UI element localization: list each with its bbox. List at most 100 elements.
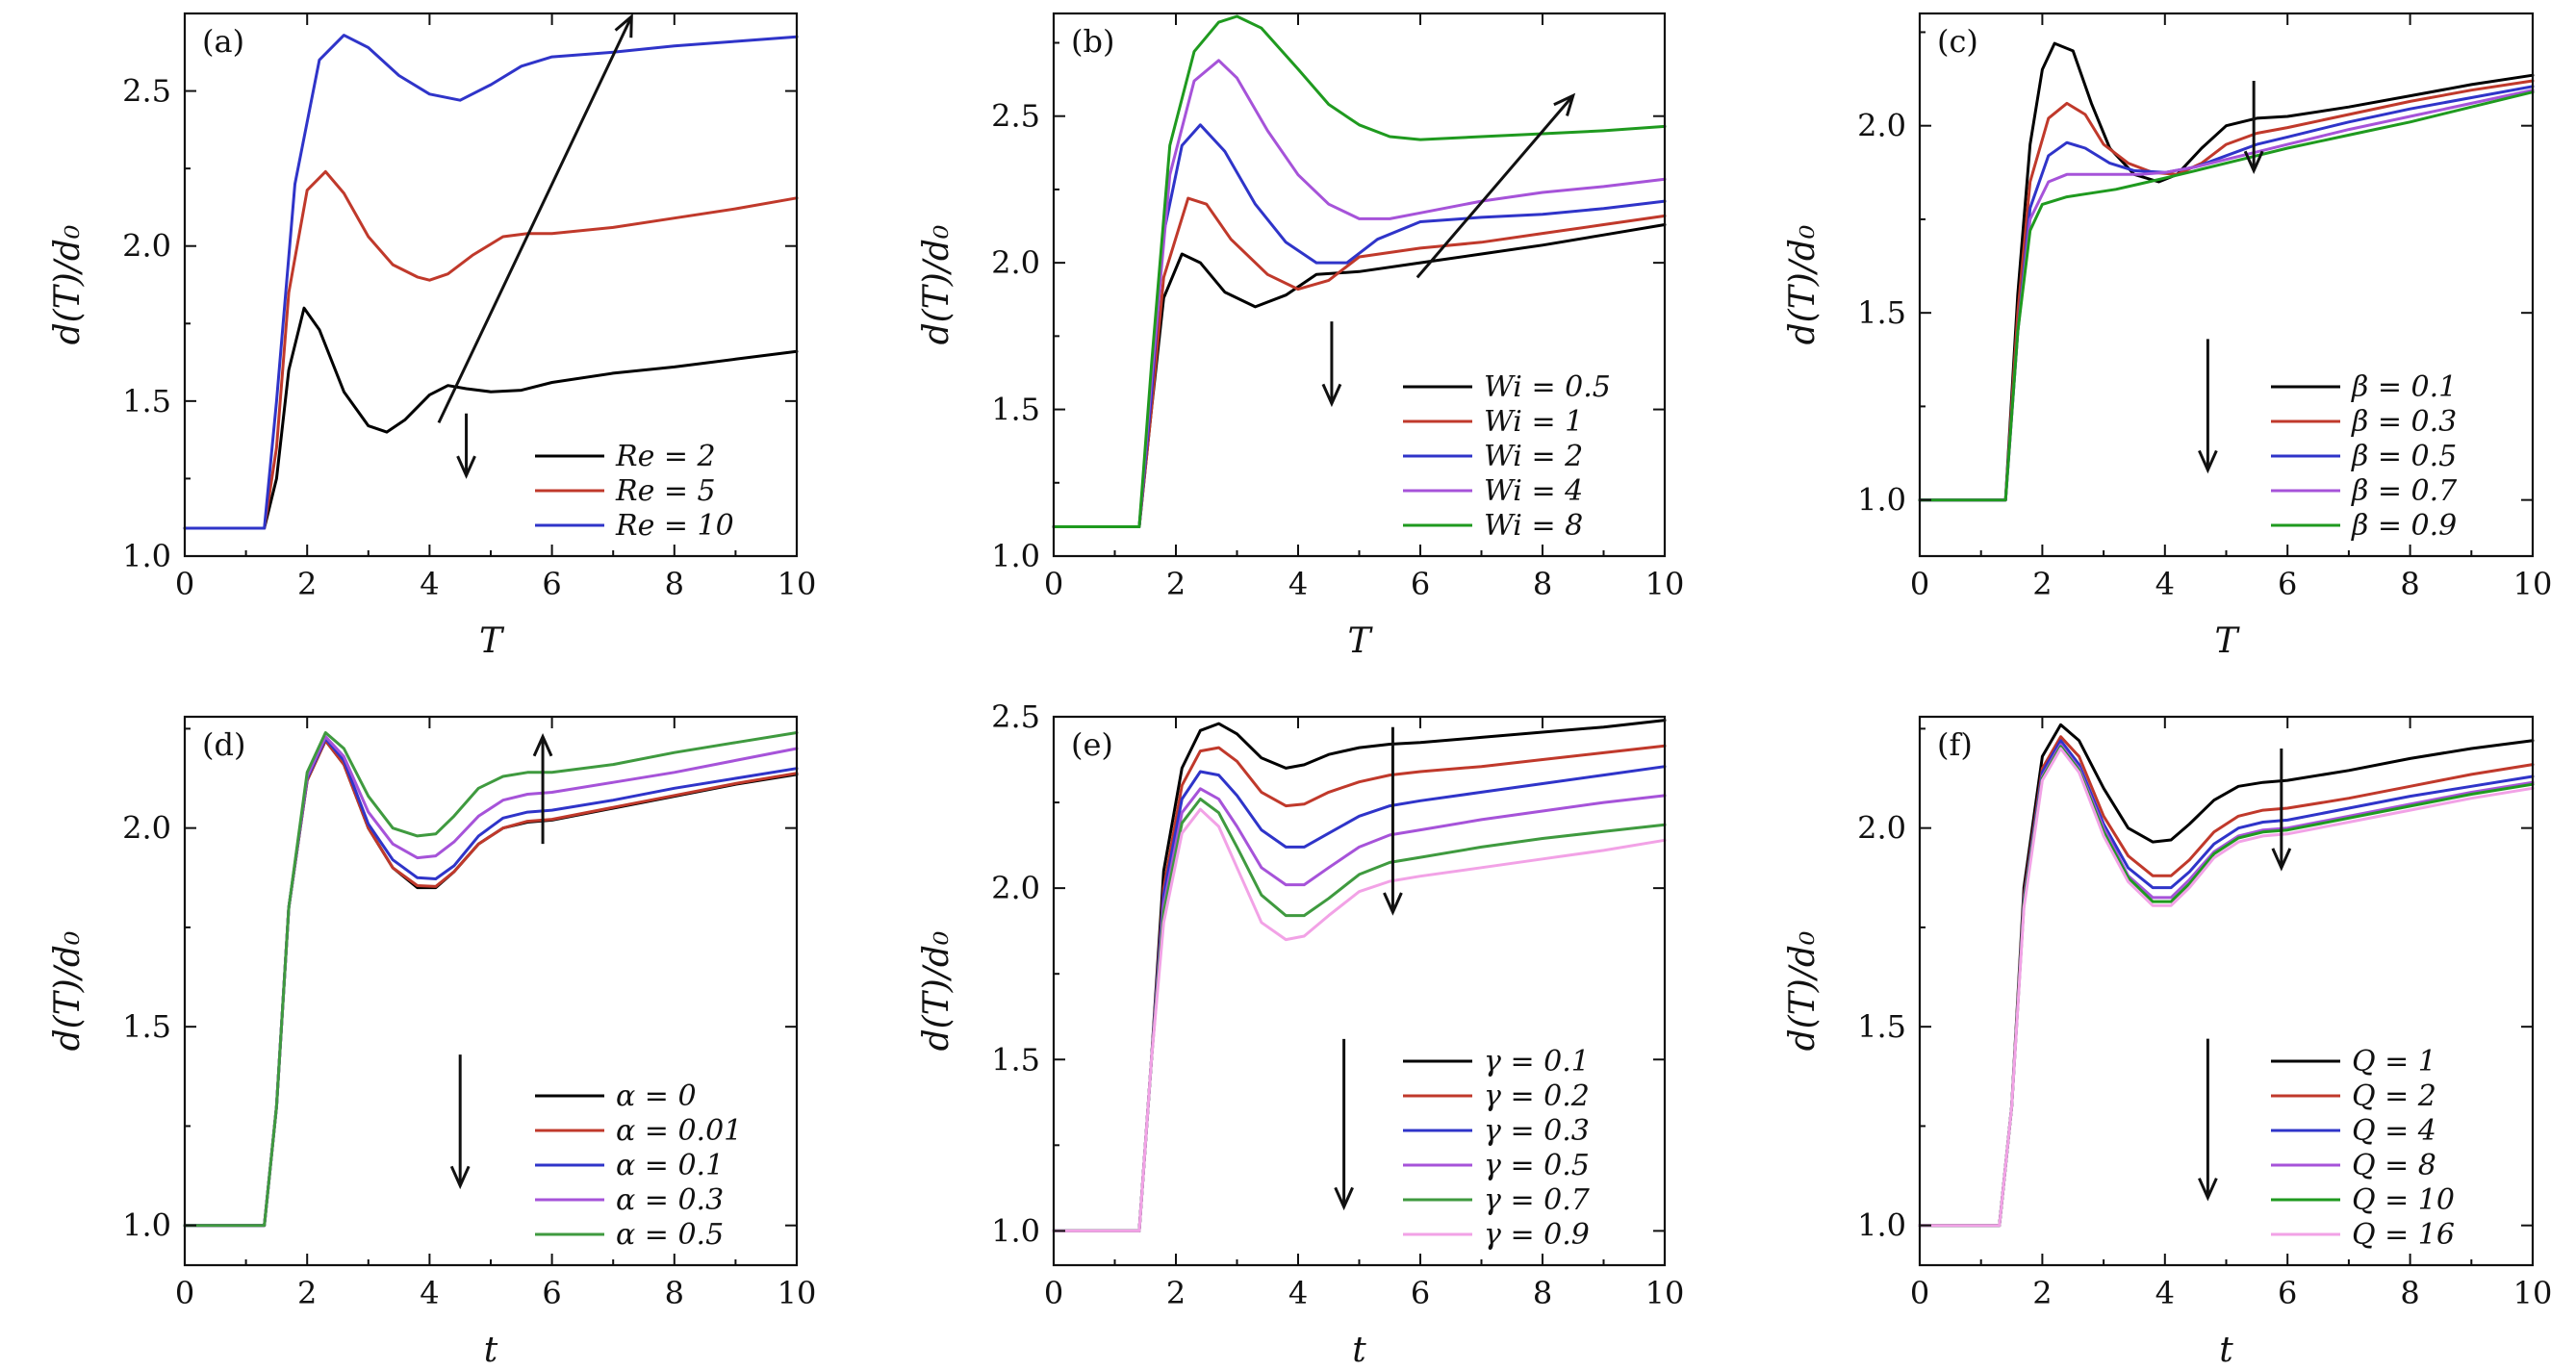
- y-tick-label: 1.0: [122, 1207, 171, 1244]
- x-tick-label: 10: [1645, 566, 1685, 602]
- x-tick-label: 8: [665, 1275, 684, 1311]
- x-tick-label: 10: [2513, 1275, 2553, 1311]
- y-tick-label: 2.0: [1857, 108, 1906, 144]
- x-axis-label: t: [484, 1331, 498, 1370]
- trend-arrow-2-head: [1334, 1186, 1354, 1211]
- series-line-2: [1052, 196, 1667, 528]
- y-tick-label: 1.5: [122, 383, 171, 419]
- series-line-4: [1052, 59, 1667, 528]
- legend-entry: Q = 8: [2352, 1149, 2436, 1182]
- x-tick-label: 6: [542, 1275, 561, 1311]
- x-tick-label: 2: [1166, 1275, 1186, 1311]
- legend-entry: β = 0.5: [2351, 440, 2457, 473]
- legend-entry: Wi = 1: [1484, 405, 1583, 439]
- y-tick-label: 1.0: [1857, 1207, 1906, 1244]
- legend-entry: Wi = 2: [1484, 440, 1583, 473]
- x-tick-label: 10: [2513, 566, 2553, 602]
- series-line-6: [1918, 747, 2535, 1228]
- panel-f: 0 2 4 6 8 101.01.52.0(f)td(T)/d₀Q = 1Q = 2Q =…: [1783, 715, 2553, 1370]
- panel-c: 0 2 4 6 8 101.01.52.0(c)Td(T)/d₀β = 0.1β = 0.…: [1783, 12, 2553, 661]
- trend-arrow-2-head: [456, 455, 476, 479]
- x-tick-label: 6: [2278, 1275, 2297, 1311]
- trend-arrow-1-head: [532, 732, 553, 757]
- series-line-3: [1052, 765, 1667, 1232]
- x-tick-label: 2: [297, 1275, 317, 1311]
- legend-entry: Wi = 4: [1484, 474, 1583, 508]
- y-tick-label: 1.0: [1857, 482, 1906, 519]
- series-line-3: [1918, 739, 2535, 1228]
- x-tick-label: 8: [2400, 1275, 2419, 1311]
- x-tick-label: 8: [1533, 566, 1552, 602]
- y-tick-label: 2.0: [122, 810, 171, 847]
- legend-entry: Q = 1: [2352, 1045, 2436, 1079]
- trend-arrow-2-head: [1321, 383, 1342, 408]
- y-tick-label: 1.5: [1857, 1008, 1906, 1045]
- x-tick-label: 0: [1910, 1275, 1929, 1311]
- legend-entry: γ = 0.3: [1484, 1114, 1590, 1148]
- x-axis-label: T: [1347, 622, 1373, 661]
- y-tick-label: 2.0: [1857, 810, 1906, 847]
- series-line-1: [183, 306, 799, 530]
- y-tick-label: 1.5: [991, 1041, 1040, 1078]
- y-axis-label: d(T)/d₀: [917, 931, 956, 1052]
- trend-arrow-2-head: [449, 1165, 471, 1190]
- trend-arrow-1-head: [2243, 150, 2264, 175]
- legend-entry: Q = 2: [2352, 1079, 2436, 1113]
- y-tick-label: 1.5: [1857, 294, 1906, 331]
- legend-entry: α = 0.1: [616, 1149, 724, 1182]
- x-axis-label: t: [1352, 1331, 1366, 1370]
- x-axis-label: t: [2219, 1331, 2233, 1370]
- legend-entry: γ = 0.1: [1484, 1045, 1590, 1079]
- x-tick-label: 6: [1411, 1275, 1430, 1311]
- series-line-5: [1052, 798, 1667, 1232]
- x-tick-label: 4: [2155, 566, 2175, 602]
- y-tick-label: 1.0: [991, 1212, 1040, 1249]
- y-tick-label: 1.5: [991, 392, 1040, 428]
- trend-arrow-1-head: [1553, 92, 1576, 116]
- legend-entry: γ = 0.7: [1484, 1183, 1591, 1217]
- y-tick-label: 2.0: [991, 244, 1040, 281]
- y-tick-label: 2.5: [991, 698, 1040, 735]
- legend-entry: α = 0.5: [616, 1218, 724, 1252]
- x-tick-label: 4: [420, 566, 439, 602]
- panel-label: (b): [1071, 23, 1114, 60]
- legend-entry: γ = 0.5: [1484, 1149, 1590, 1182]
- legend-entry: Q = 16: [2352, 1218, 2455, 1252]
- panel-label: (c): [1937, 23, 1978, 60]
- series-line-5: [1918, 90, 2535, 502]
- x-tick-label: 2: [297, 566, 317, 602]
- x-tick-label: 4: [1288, 1275, 1308, 1311]
- series-line-6: [1052, 807, 1667, 1232]
- legend-entry: β = 0.7: [2351, 474, 2458, 508]
- legend-entry: Wi = 0.5: [1484, 370, 1611, 404]
- panel-label: (a): [202, 23, 244, 60]
- legend-entry: γ = 0.9: [1484, 1218, 1590, 1252]
- y-axis-label: d(T)/d₀: [917, 225, 956, 345]
- series-line-3: [183, 34, 799, 530]
- legend-entry: γ = 0.2: [1484, 1079, 1590, 1113]
- x-axis-label: T: [479, 622, 505, 661]
- y-tick-label: 2.0: [991, 870, 1040, 906]
- x-tick-label: 4: [1288, 566, 1308, 602]
- legend-entry: Re = 10: [615, 509, 734, 543]
- y-tick-label: 1.5: [122, 1008, 171, 1045]
- x-tick-label: 8: [665, 566, 684, 602]
- x-tick-label: 10: [1645, 1275, 1685, 1311]
- trend-arrow-1-head: [614, 13, 633, 38]
- legend-entry: β = 0.1: [2351, 370, 2457, 404]
- x-tick-label: 2: [2032, 1275, 2052, 1311]
- legend-entry: Q = 4: [2352, 1114, 2436, 1148]
- legend-entry: Wi = 8: [1484, 509, 1583, 543]
- series-line-2: [1918, 735, 2535, 1228]
- legend-entry: α = 0.01: [616, 1114, 742, 1148]
- x-tick-label: 4: [2155, 1275, 2175, 1311]
- x-tick-label: 0: [1910, 566, 1929, 602]
- x-tick-label: 4: [420, 1275, 439, 1311]
- y-tick-label: 1.0: [991, 538, 1040, 574]
- x-tick-label: 0: [1044, 566, 1063, 602]
- legend-entry: Q = 10: [2352, 1183, 2455, 1217]
- x-tick-label: 2: [2032, 566, 2052, 602]
- y-tick-label: 2.5: [991, 98, 1040, 135]
